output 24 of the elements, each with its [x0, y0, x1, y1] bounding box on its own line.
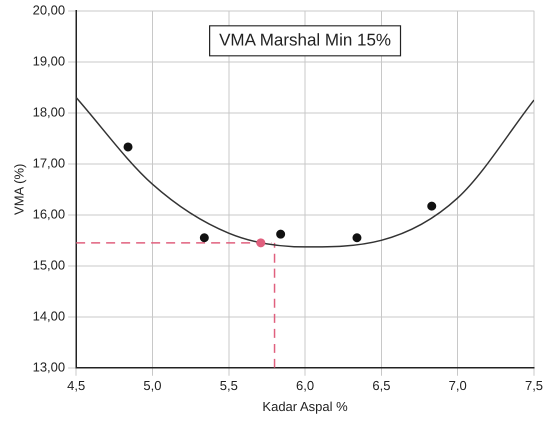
x-tick-label: 5,0 — [143, 378, 162, 394]
y-tick-label: 16,00 — [32, 206, 66, 222]
point — [352, 233, 362, 242]
y-tick-label: 13,00 — [32, 359, 66, 374]
x-tick-label: 6,5 — [372, 378, 390, 394]
y-tick-label: 17,00 — [32, 155, 66, 170]
x-axis-title: Kadar Aspal % — [262, 398, 348, 414]
x-tick-label: 6,0 — [296, 378, 314, 394]
y-tick-label: 18,00 — [32, 104, 66, 120]
y-tick-label: 15,00 — [32, 257, 66, 272]
point — [200, 233, 209, 242]
x-tick-label: 5,5 — [220, 378, 238, 394]
annotation: VMA Marshal Min 15% — [219, 30, 392, 50]
x-tick-label: 4,5 — [67, 378, 86, 394]
y-tick-label: 14,00 — [32, 308, 66, 324]
point — [124, 142, 133, 152]
y-axis-title: VMA (%) — [11, 164, 26, 215]
point — [276, 230, 286, 239]
point — [427, 202, 436, 211]
y-tick-label: 19,00 — [32, 53, 66, 68]
x-tick-label: 7,5 — [524, 378, 544, 394]
point — [256, 238, 266, 248]
y-tick-label: 20,00 — [32, 2, 66, 18]
x-tick-label: 7,0 — [448, 378, 467, 394]
